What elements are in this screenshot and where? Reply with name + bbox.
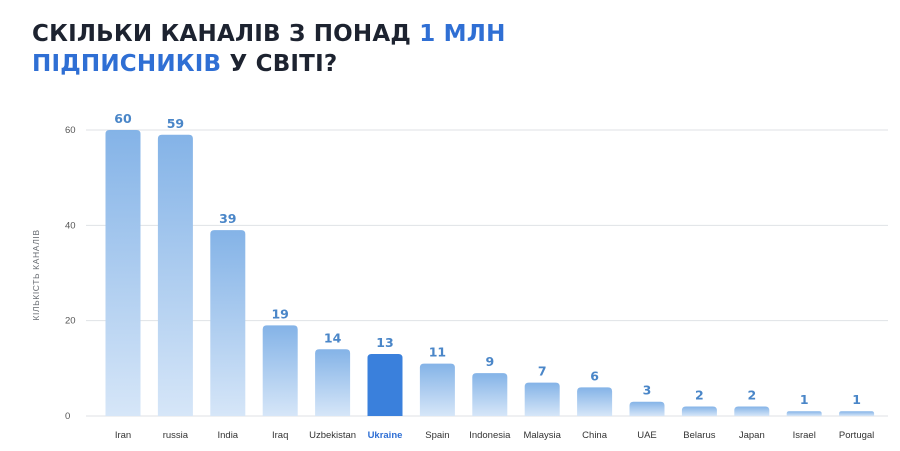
title-line-2: ПІДПИСНИКІВ У СВІТІ?: [32, 49, 506, 79]
value-label: 1: [852, 392, 861, 407]
category-label: India: [217, 430, 238, 441]
bar-portugal: [839, 411, 875, 416]
category-label: Malaysia: [523, 430, 561, 441]
bar-russia: [157, 134, 193, 416]
title-accent-1: 1 МЛН: [419, 21, 506, 47]
value-label: 14: [324, 330, 342, 345]
category-label: UAE: [637, 430, 657, 441]
category-label: Japan: [739, 430, 765, 441]
value-label: 39: [219, 211, 236, 226]
y-tick-label: 0: [65, 411, 70, 422]
category-labels: Iran russia India Iraq Uzbekistan Ukraine Spai…: [115, 430, 874, 441]
value-label: 9: [485, 354, 494, 369]
value-label: 19: [271, 306, 288, 321]
bar-malaysia: [524, 382, 560, 416]
value-label: 2: [747, 387, 756, 402]
category-label: Belarus: [683, 430, 715, 441]
value-label: 13: [376, 335, 393, 350]
category-label: Uzbekistan: [309, 430, 356, 441]
value-label: 3: [643, 383, 652, 398]
bar-israel: [786, 411, 822, 416]
bar-china: [577, 387, 613, 416]
category-label: Portugal: [839, 430, 874, 441]
value-label: 59: [167, 116, 184, 131]
category-label: Ukraine: [368, 430, 403, 441]
bar-japan: [734, 406, 770, 416]
title-text-1: СКІЛЬКИ КАНАЛІВ З ПОНАД: [32, 21, 420, 47]
category-label: Indonesia: [469, 430, 511, 441]
y-tick-label: 40: [65, 220, 76, 231]
y-tick-label: 20: [65, 316, 76, 327]
chart-title: СКІЛЬКИ КАНАЛІВ З ПОНАД 1 МЛН ПІДПИСНИКІ…: [32, 19, 506, 79]
bar-indonesia: [472, 373, 508, 416]
bar-ukraine: [367, 354, 403, 416]
bar-uzbekistan: [315, 349, 351, 416]
bar-iran: [105, 130, 141, 416]
category-label: russia: [163, 430, 189, 441]
bars: [105, 130, 875, 416]
value-label: 6: [590, 368, 599, 383]
bar-india: [210, 230, 246, 416]
bar-uae: [629, 401, 665, 416]
y-tick-label: 60: [65, 125, 76, 136]
value-label: 1: [800, 392, 809, 407]
bar-spain: [419, 363, 455, 416]
category-label: Spain: [425, 430, 449, 441]
category-label: China: [582, 430, 608, 441]
category-label: Israel: [793, 430, 816, 441]
y-axis-label: КІЛЬКІСТЬ КАНАЛІВ: [31, 229, 41, 320]
category-label: Iran: [115, 430, 131, 441]
value-label: 60: [114, 111, 132, 126]
bar-belarus: [681, 406, 717, 416]
title-line-1: СКІЛЬКИ КАНАЛІВ З ПОНАД 1 МЛН: [32, 19, 506, 49]
title-text-2: У СВІТІ?: [221, 51, 338, 77]
value-label: 2: [695, 387, 704, 402]
title-accent-2: ПІДПИСНИКІВ: [32, 51, 222, 77]
category-label: Iraq: [272, 430, 288, 441]
value-label: 7: [538, 364, 547, 379]
bar-iraq: [262, 325, 298, 416]
value-label: 11: [429, 345, 446, 360]
y-axis-ticks: 0 20 40 60: [65, 125, 76, 422]
